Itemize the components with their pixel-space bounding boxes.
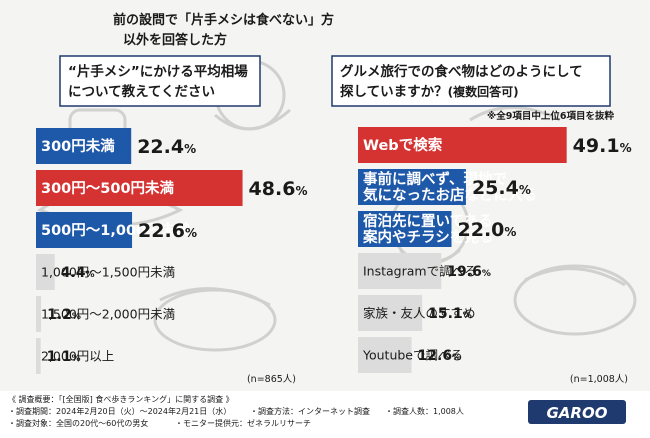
- logo-backplate: [528, 400, 626, 424]
- left-sample-size: (n=865人): [247, 374, 296, 385]
- right-chart-title-line1: グルメ旅行での食べ物はどのようにして: [340, 63, 583, 80]
- right-chart-title-suffix: (複数回答可): [448, 84, 519, 99]
- left-value-percent-2: %: [185, 226, 197, 240]
- left-value-label-0: 22.4%: [137, 136, 196, 158]
- right-value-percent-4: %: [463, 311, 472, 321]
- footer-survey-title: 《 調査概要：「[全国版] 食べ歩きランキング」に関する調査 》: [8, 394, 234, 404]
- left-value-percent-4: %: [72, 312, 81, 322]
- right-sample-size: (n=1,008人): [570, 374, 628, 385]
- right-chart-title-main: 探していますか？: [340, 83, 448, 100]
- right-bar-2: [358, 211, 452, 247]
- footer-method: ・調査方法：インターネット調査: [250, 406, 370, 416]
- right-category-label-4: 家族・友人のすすめ: [363, 306, 476, 321]
- right-value-label-4: 15.1%: [428, 306, 472, 322]
- right-value-label-5: 12.6%: [418, 348, 462, 364]
- right-value-percent-1: %: [519, 183, 531, 197]
- right-value-number-5: 12.6: [418, 348, 453, 364]
- right-chart-note: ※全9項目中上位6項目を抜粋: [487, 110, 614, 122]
- right-bar-chart: Webで検索 49.1%事前に調べず、現地で気になったお店などに入る25.4%宿泊…: [358, 127, 632, 373]
- right-bar-1: [358, 169, 466, 205]
- left-chart-title-line2: について教えてください: [68, 83, 215, 100]
- right-bar-5: [358, 337, 412, 373]
- right-category-label-2-line-1: 案内やチラシを見る: [362, 228, 493, 246]
- left-bar-2: [36, 212, 133, 248]
- left-category-label-3: 1,000円〜1,500円未満: [41, 265, 175, 280]
- filter-line-1: 前の設問で「片手メシは食べない」方: [113, 12, 334, 28]
- left-bar-chart: 300円未満 22.4%300円〜500円未満 48.6%500円〜1,000円未満…: [36, 128, 307, 374]
- right-category-label-2-line-0: 宿泊先に置いてある: [363, 212, 493, 230]
- left-category-label-0: 300円未満: [41, 137, 115, 155]
- left-value-percent-5: %: [71, 354, 80, 364]
- right-value-number-2: 22.0: [458, 219, 505, 241]
- left-category-label-2: 500円〜1,000円未満: [41, 221, 190, 239]
- left-value-number-2: 22.6: [138, 220, 185, 242]
- right-value-number-1: 25.4: [472, 177, 519, 199]
- filter-line-2: 以外を回答した方: [123, 32, 227, 48]
- left-value-number-1: 48.6: [249, 178, 296, 200]
- garoo-logo: GAROO: [528, 400, 626, 424]
- left-value-label-2: 22.6%: [138, 220, 197, 242]
- left-value-percent-1: %: [295, 184, 307, 198]
- right-category-label-5: Youtubeで調べる: [362, 348, 463, 363]
- left-bar-4: [36, 296, 42, 332]
- left-value-label-4: 1.2%: [47, 307, 81, 323]
- right-value-label-2: 22.0%: [458, 219, 517, 241]
- right-category-label-1-line-0: 事前に調べず、現地で: [363, 170, 507, 188]
- right-title-box: [331, 55, 611, 107]
- right-category-label-1-line-1: 気になったお店などに入る: [363, 186, 537, 204]
- left-value-number-5: 1.1: [47, 349, 72, 365]
- left-value-number-4: 1.2: [47, 307, 72, 323]
- left-category-label-5: 2,000円以上: [41, 349, 114, 364]
- left-category-label-1: 300円〜500円未満: [41, 179, 175, 197]
- left-category-label-4: 1,500円〜2,000円未満: [41, 307, 175, 322]
- right-bar-0: [358, 127, 567, 163]
- footer-target: ・調査対象：全国の20代〜60代の男女: [8, 418, 148, 428]
- right-value-percent-3: %: [482, 269, 491, 279]
- right-value-number-3: 19.6: [447, 264, 482, 280]
- left-chart-title-line1: “片手メシ”にかける平均相場: [68, 63, 248, 80]
- right-value-label-0: 49.1%: [573, 135, 632, 157]
- right-value-percent-2: %: [504, 225, 516, 239]
- left-value-percent-0: %: [184, 142, 196, 156]
- right-category-label-3: Instagramで調べる: [363, 264, 477, 279]
- left-value-number-3: 4.4: [61, 265, 86, 281]
- left-bar-3: [36, 254, 55, 290]
- right-chart-title-line2: 探していますか？(複数回答可): [340, 83, 519, 100]
- left-title-box: [59, 55, 261, 107]
- footer-period: ・調査期間：2024年2月20日（火）〜2024年2月21日（水）: [8, 406, 231, 416]
- right-value-number-4: 15.1: [428, 306, 463, 322]
- left-value-label-3: 4.4%: [61, 265, 95, 281]
- left-value-label-5: 1.1%: [47, 349, 81, 365]
- left-value-label-1: 48.6%: [249, 178, 308, 200]
- right-value-percent-0: %: [620, 141, 632, 155]
- right-value-percent-5: %: [452, 353, 461, 363]
- left-bar-5: [36, 338, 41, 374]
- left-bar-0: [36, 128, 132, 164]
- right-value-label-1: 25.4%: [472, 177, 531, 199]
- right-bar-4: [358, 295, 423, 331]
- left-bar-1: [36, 170, 243, 206]
- right-value-label-3: 19.6%: [447, 264, 491, 280]
- right-bar-3: [358, 253, 442, 289]
- left-value-number-0: 22.4: [137, 136, 184, 158]
- right-value-number-0: 49.1: [573, 135, 620, 157]
- footer-count: ・調査人数：1,008人: [385, 406, 464, 416]
- right-category-label-0: Webで検索: [363, 136, 443, 154]
- footer-monitor: ・モニター提供元：ゼネラルリサーチ: [175, 418, 311, 428]
- right-category-label-2: 宿泊先に置いてある案内やチラシを見る: [362, 212, 493, 246]
- logo-text: GAROO: [547, 404, 608, 422]
- left-value-percent-3: %: [86, 270, 95, 280]
- right-category-label-1: 事前に調べず、現地で気になったお店などに入る: [363, 170, 537, 204]
